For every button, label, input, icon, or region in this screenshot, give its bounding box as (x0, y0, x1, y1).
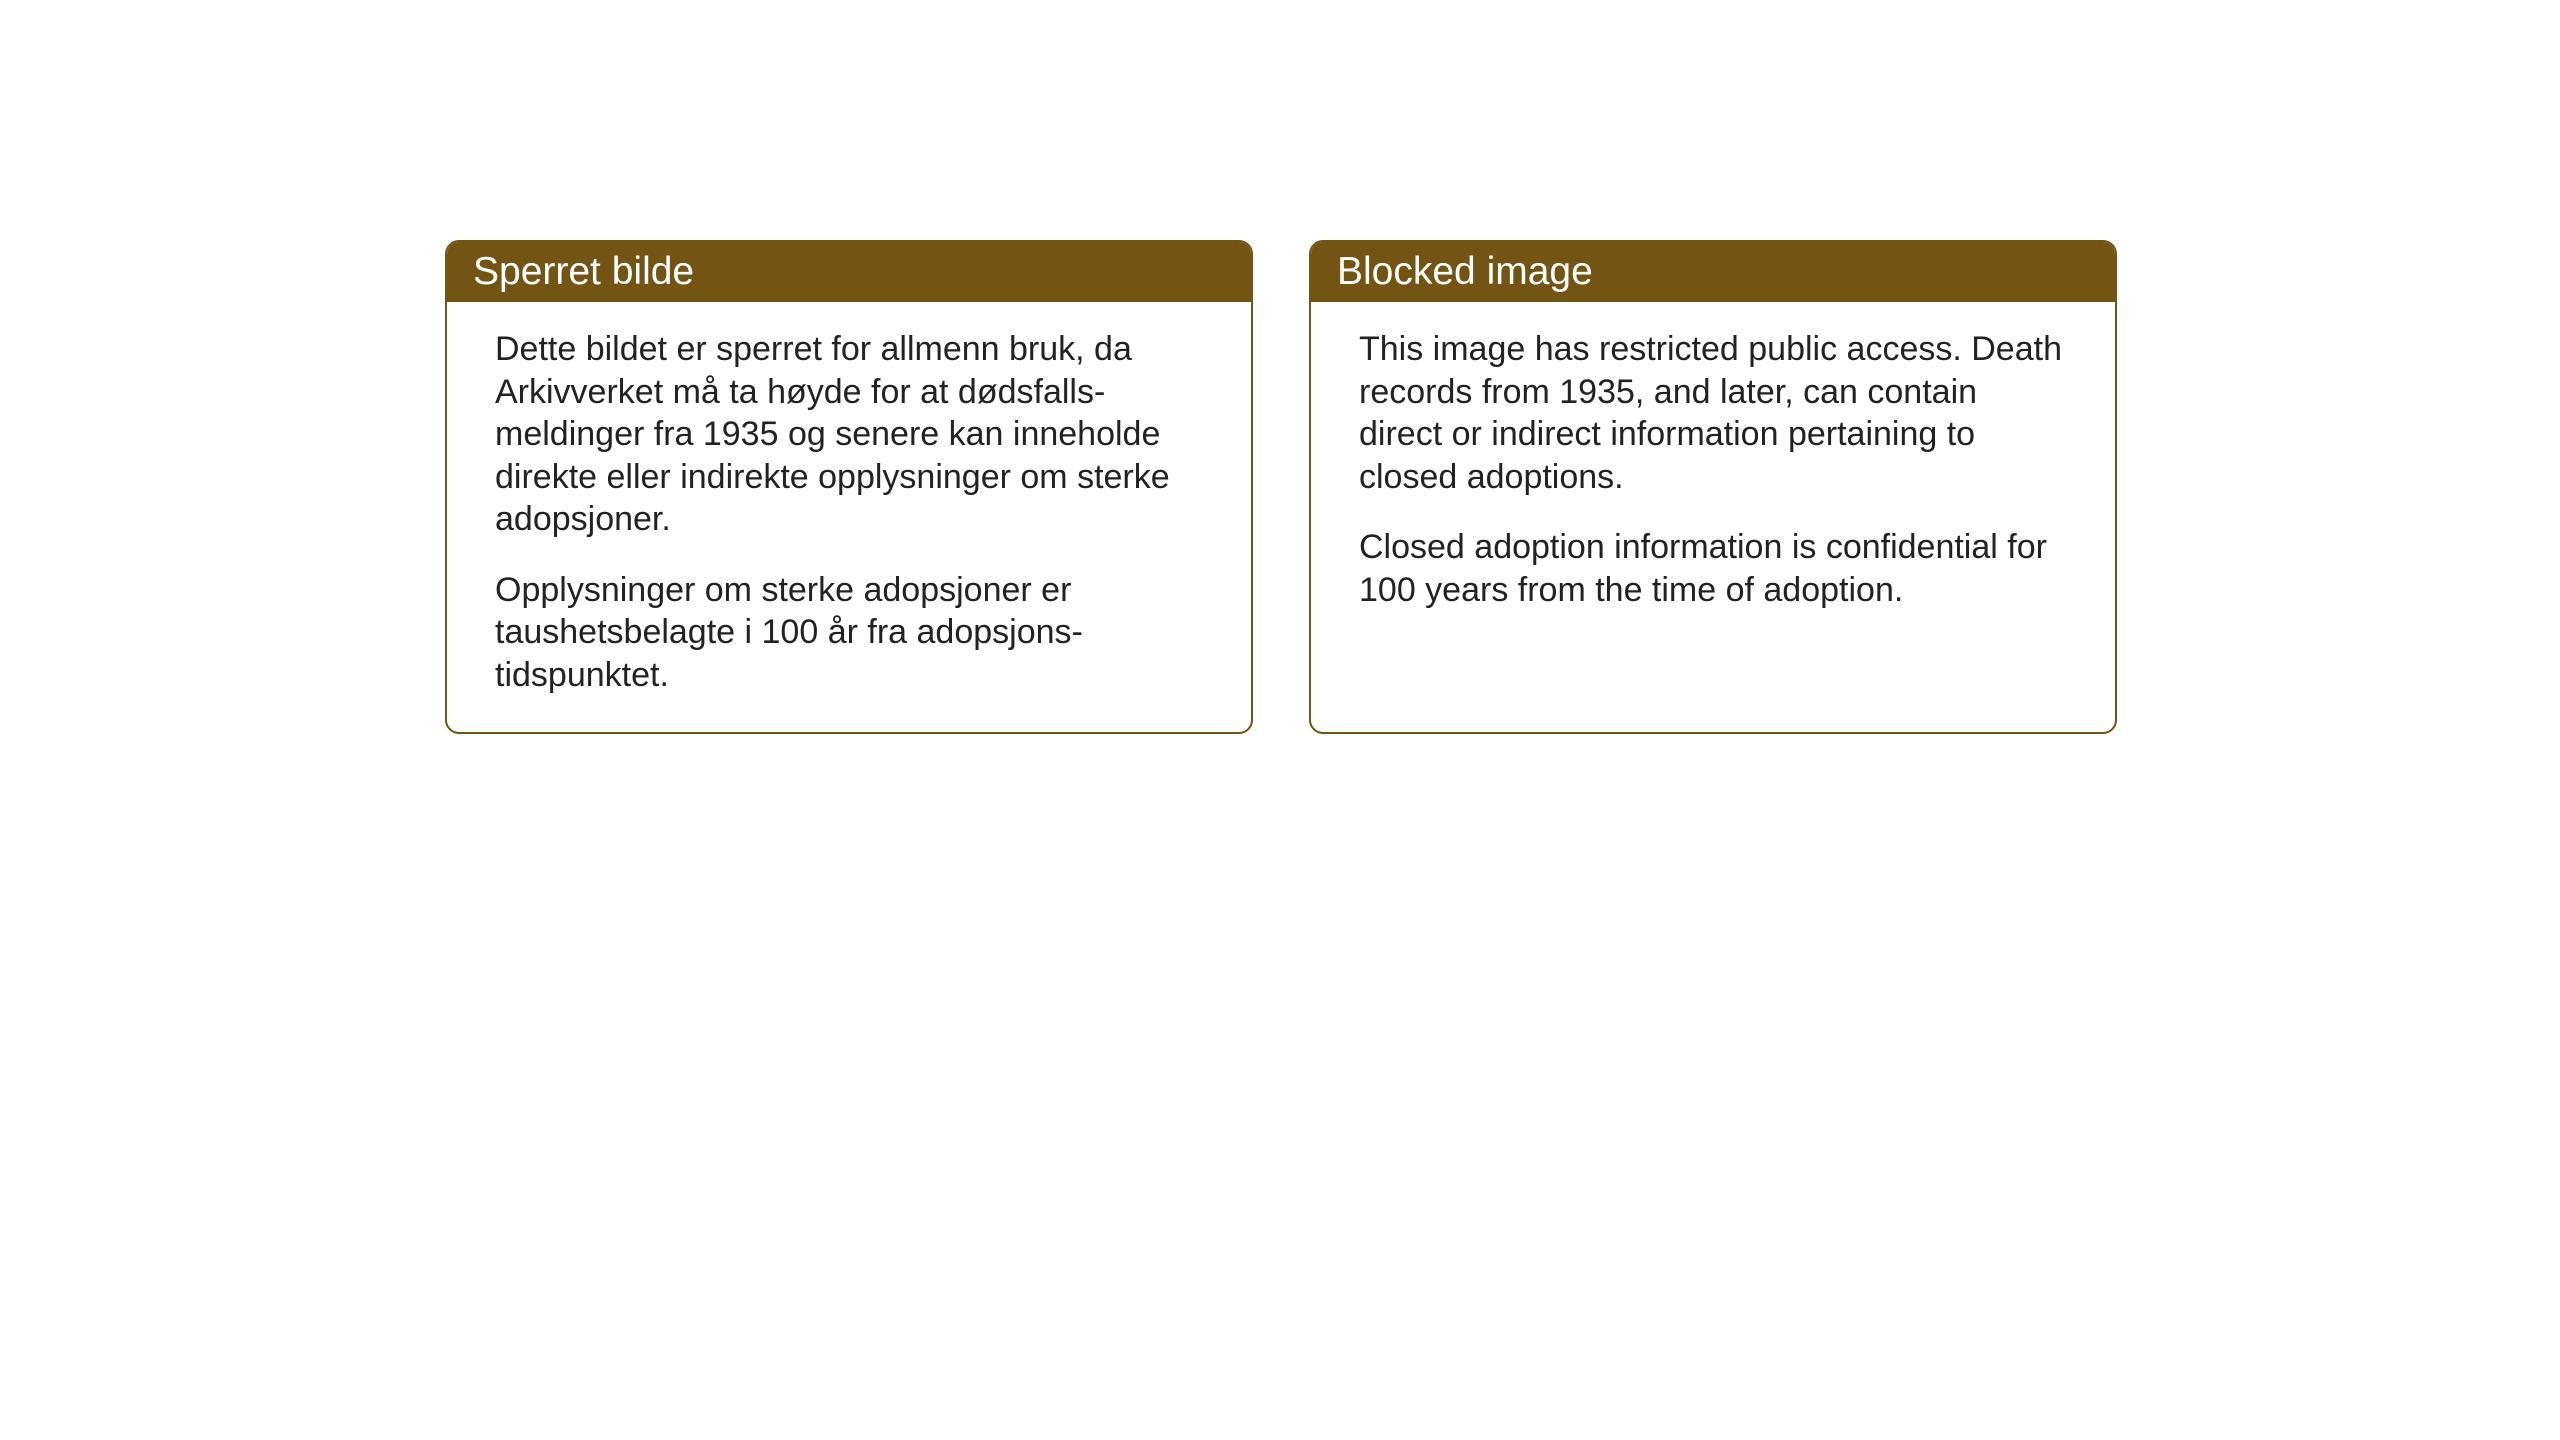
card-paragraph-1-english: This image has restricted public access.… (1359, 328, 2067, 498)
card-title-norwegian: Sperret bilde (473, 250, 694, 293)
cards-container: Sperret bilde Dette bildet er sperret fo… (445, 240, 2117, 734)
card-paragraph-2-english: Closed adoption information is confident… (1359, 526, 2067, 611)
card-body-english: This image has restricted public access.… (1311, 302, 2115, 720)
card-header-english: Blocked image (1311, 242, 2115, 302)
card-body-norwegian: Dette bildet er sperret for allmenn bruk… (447, 302, 1251, 732)
card-norwegian: Sperret bilde Dette bildet er sperret fo… (445, 240, 1253, 734)
card-paragraph-1-norwegian: Dette bildet er sperret for allmenn bruk… (495, 328, 1203, 541)
card-title-english: Blocked image (1337, 250, 1593, 293)
card-header-norwegian: Sperret bilde (447, 242, 1251, 302)
card-paragraph-2-norwegian: Opplysninger om sterke adopsjoner er tau… (495, 569, 1203, 697)
card-english: Blocked image This image has restricted … (1309, 240, 2117, 734)
